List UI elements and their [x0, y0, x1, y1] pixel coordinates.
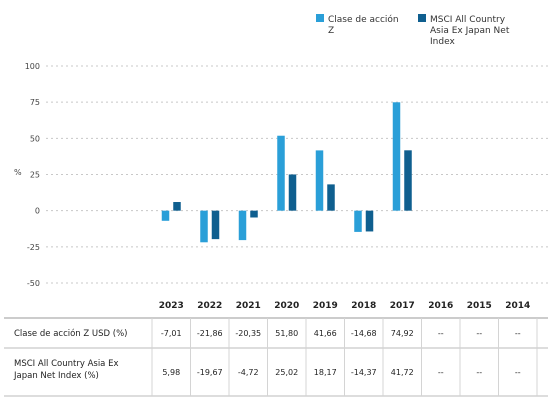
- y-tick-label: 25: [30, 171, 40, 180]
- table-row-label: Clase de acción Z USD (%): [14, 328, 128, 339]
- y-axis-label: %: [14, 168, 22, 177]
- x-tick-label: 2022: [197, 301, 222, 311]
- y-tick-label: 100: [25, 62, 40, 71]
- x-axis-ticks: 2023 2022 2021 2020 2019 2018 2017 2016 2015 2014: [159, 301, 531, 311]
- table-cell: 18,17: [314, 368, 337, 377]
- table-row-label: Japan Net Index (%): [13, 371, 99, 381]
- x-tick-label: 2014: [505, 301, 530, 311]
- table-cell: -14,37: [351, 368, 377, 377]
- legend-swatch: [418, 14, 426, 22]
- legend-label: Asia Ex Japan Net: [430, 26, 510, 36]
- bar-index-2017: [404, 150, 412, 211]
- y-tick-label: 50: [30, 134, 40, 143]
- bar-fund-2022: [200, 210, 208, 243]
- legend-label: MSCI All Country: [430, 15, 506, 25]
- table-cell: -14,68: [351, 329, 377, 338]
- x-tick-label: 2015: [467, 301, 492, 311]
- table-cell: 25,02: [275, 368, 298, 377]
- table-row-label: MSCI All Country Asia Ex: [14, 359, 119, 369]
- x-tick-label: 2023: [159, 301, 184, 311]
- legend-label: Clase de acción: [328, 14, 399, 25]
- x-tick-label: 2018: [351, 301, 376, 311]
- table-cell: -19,67: [197, 368, 223, 377]
- bar-index-2020: [288, 174, 297, 211]
- table-cell: 41,66: [314, 329, 337, 338]
- bar-fund-2023: [161, 210, 170, 221]
- bar-fund-2020: [277, 135, 285, 211]
- bar-index-2018: [365, 210, 374, 232]
- y-tick-label: -25: [27, 243, 40, 252]
- table-cell: 41,72: [391, 368, 414, 377]
- table-cell: --: [515, 329, 521, 338]
- bar-fund-2021: [238, 210, 247, 241]
- table-cell: 5,98: [162, 368, 180, 377]
- legend-swatch: [316, 14, 324, 22]
- bar-fund-2018: [354, 210, 362, 232]
- grid: [46, 65, 548, 284]
- table-cell: --: [515, 368, 521, 377]
- legend-label: Z: [328, 26, 334, 36]
- table-cell: --: [476, 368, 482, 377]
- legend-label: Index: [430, 37, 455, 47]
- y-axis-ticks: 100 75 50 25 0 -25 -50: [25, 62, 40, 288]
- bar-index-2023: [173, 202, 181, 211]
- table-cell: -4,72: [238, 368, 259, 377]
- returns-table: Clase de acción Z USD (%) -7,01 -21,86 -20,…: [4, 317, 548, 397]
- x-tick-label: 2016: [428, 301, 453, 311]
- y-tick-label: -50: [27, 279, 40, 288]
- x-tick-label: 2021: [236, 301, 261, 311]
- bar-index-2019: [327, 184, 335, 211]
- bars: [161, 102, 412, 243]
- x-tick-label: 2020: [274, 301, 299, 311]
- table-cell: -20,35: [235, 329, 261, 338]
- table-cell: --: [438, 368, 444, 377]
- y-tick-label: 0: [35, 207, 40, 216]
- x-tick-label: 2017: [390, 301, 415, 311]
- table-cell: -7,01: [161, 329, 182, 338]
- table-cell: 51,80: [275, 329, 298, 338]
- table-cell: 74,92: [391, 329, 414, 338]
- bar-fund-2017: [392, 102, 401, 211]
- table-cell: --: [476, 329, 482, 338]
- bar-index-2021: [250, 210, 258, 218]
- bar-index-2022: [211, 210, 220, 240]
- x-tick-label: 2019: [313, 301, 338, 311]
- y-tick-label: 75: [30, 98, 40, 107]
- bar-fund-2019: [315, 150, 324, 211]
- table-cell: -21,86: [197, 329, 223, 338]
- table-cell: --: [438, 329, 444, 338]
